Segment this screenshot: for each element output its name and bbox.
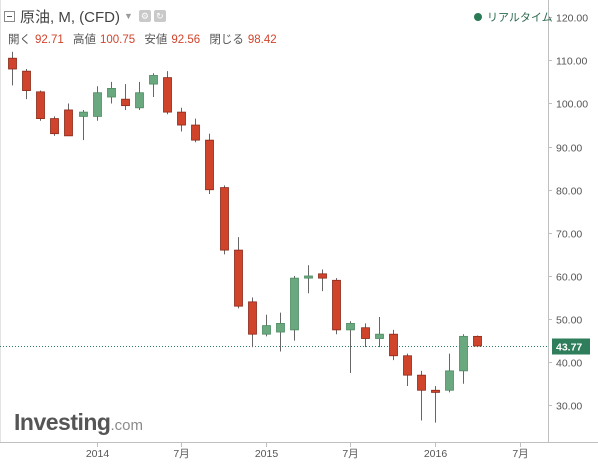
investing-logo: Investing .com [14,409,143,436]
candle-body[interactable] [389,333,398,357]
candle-body[interactable] [22,70,31,91]
realtime-indicator[interactable]: リアルタイム [474,9,553,25]
candle-body[interactable] [50,118,59,135]
candle-body[interactable] [417,374,426,391]
y-tick-label: 120.00 [556,13,588,25]
candle-body[interactable] [361,327,370,339]
chart-title[interactable]: 原油, M, (CFD) [20,8,120,26]
candle-body[interactable] [318,273,327,279]
candle-body[interactable] [332,279,341,331]
logo-suffix-text: .com [110,417,143,434]
candle-body[interactable] [8,57,17,70]
open-value: 92.71 [35,34,64,46]
candle-body[interactable] [64,109,73,137]
candle-body[interactable] [473,335,482,347]
candle-body[interactable] [79,111,88,117]
ohlc-readout: 開く 92.71 高値 100.75 安値 92.56 閉じる 98.42 [8,31,283,47]
candle-body[interactable] [276,323,285,333]
candle-body[interactable] [93,92,102,117]
candle-body[interactable] [248,301,257,335]
y-tick-label: 110.00 [556,56,587,68]
high-value: 100.75 [99,34,136,46]
candle-body[interactable] [205,139,214,191]
candle-body[interactable] [290,277,299,331]
collapse-icon[interactable] [4,10,15,22]
realtime-dot-icon [474,13,482,21]
close-label: 閉じる [209,34,244,46]
y-tick-label: 30.00 [556,401,582,413]
candle-body[interactable] [459,335,468,372]
y-tick-label: 60.00 [556,272,582,284]
chart-header: 原油, M, (CFD) ▼ ⚙ ↻ [0,6,169,26]
candle-body[interactable] [163,77,172,113]
candle-body[interactable] [36,91,45,119]
settings-icon[interactable]: ⚙ [138,10,151,22]
candle-body[interactable] [346,323,355,331]
refresh-icon[interactable]: ↻ [153,10,166,22]
candle-body[interactable] [135,92,144,109]
y-tick-label: 40.00 [556,358,582,370]
low-value: 92.56 [171,34,201,46]
y-tick-label: 50.00 [556,315,582,327]
x-tick-label: 2015 [255,448,279,460]
candle-body[interactable] [234,249,243,307]
y-tick-label: 90.00 [556,143,582,155]
x-tick-label: 2014 [86,448,110,460]
last-price-badge [552,338,590,355]
x-tick-label: 2016 [424,448,448,460]
candle-body[interactable] [431,389,440,393]
candle-body[interactable] [445,370,454,391]
candle-body[interactable] [375,333,384,339]
low-label: 安値 [144,34,168,46]
close-value: 98.42 [247,34,277,46]
y-tick-label: 100.00 [556,99,588,111]
candle-body[interactable] [149,75,158,85]
x-tick-label: 7月 [173,448,189,460]
candle-body[interactable] [220,187,229,251]
candle-body[interactable] [191,124,200,141]
open-label: 開く [8,34,31,46]
candle-body[interactable] [262,325,271,335]
candle-body[interactable] [304,275,313,279]
last-price-label: 43.77 [556,342,582,354]
x-tick-label: 7月 [342,448,358,460]
x-tick-label: 7月 [512,448,528,460]
candle-body[interactable] [107,88,116,98]
y-tick-label: 70.00 [556,229,582,241]
chevron-down-icon[interactable]: ▼ [123,11,133,21]
candle-body[interactable] [121,98,130,107]
y-tick-label: 80.00 [556,186,582,198]
high-label: 高値 [72,34,96,46]
candle-body[interactable] [177,111,186,126]
realtime-label: リアルタイム [487,12,553,24]
candle-body[interactable] [403,355,412,376]
logo-main-text: Investing [14,409,111,435]
